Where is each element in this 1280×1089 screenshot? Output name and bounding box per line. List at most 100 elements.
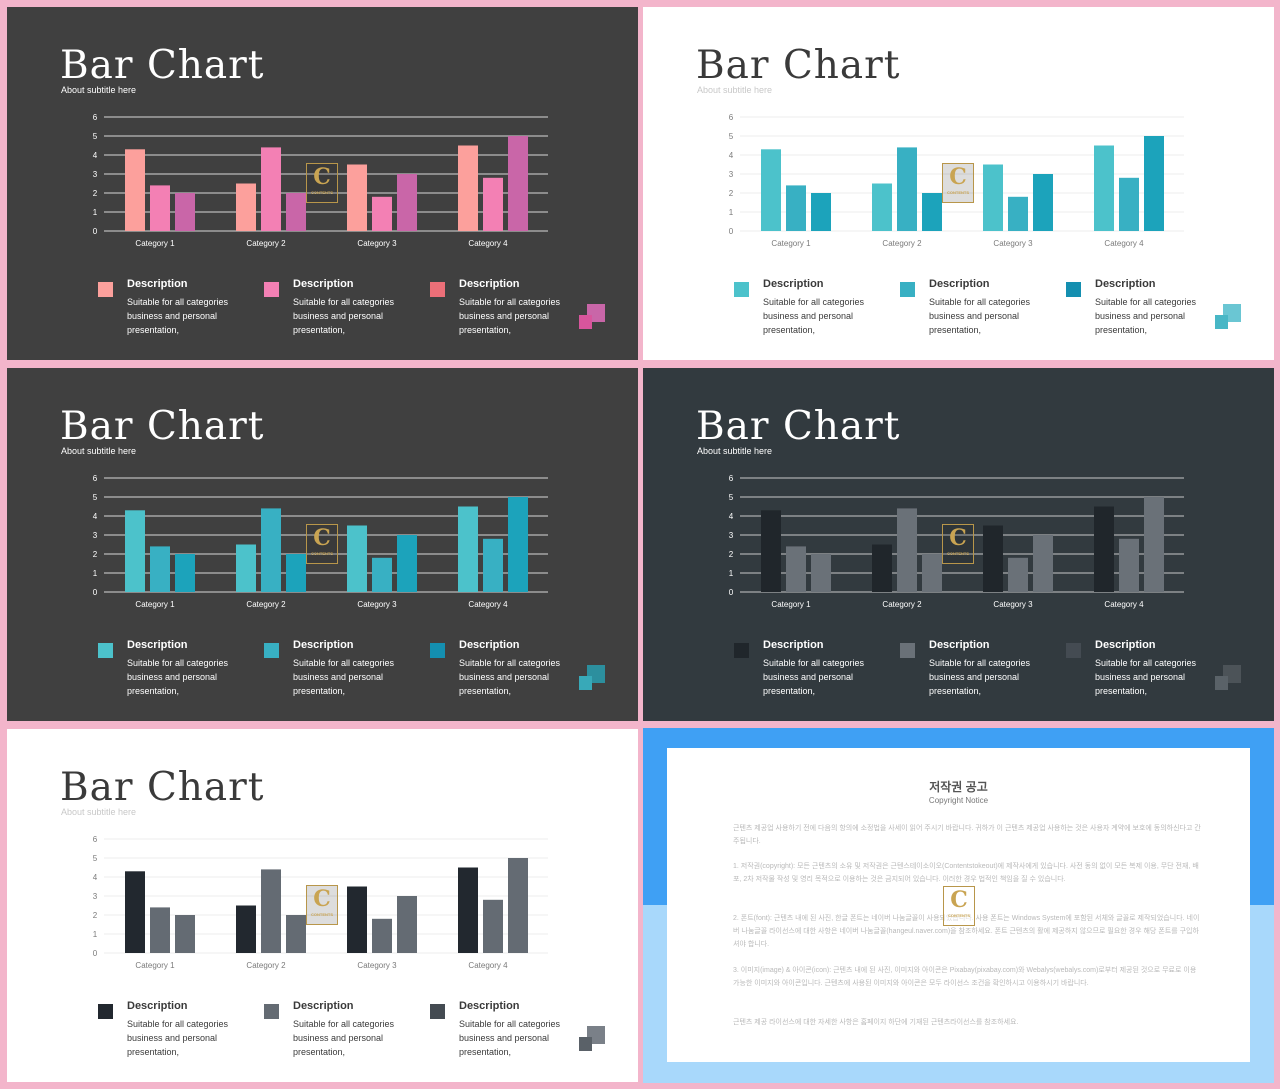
bar (347, 525, 367, 592)
legend-title: Description (127, 278, 188, 290)
bar (811, 193, 831, 231)
y-tick-label: 4 (729, 151, 734, 160)
logo-text: CONTENTS (311, 912, 333, 917)
bar (1008, 196, 1028, 231)
legend-text: Suitable for all categories business and… (929, 297, 1031, 335)
y-tick-label: 2 (93, 550, 98, 559)
notice-paragraph: 근텐츠 제공 라이선스에 대한 자세한 사항은 홈페이지 하단에 기재된 근텐츠… (733, 1019, 1019, 1026)
deco-square (579, 1037, 592, 1051)
x-tick-label: Category 3 (357, 961, 397, 970)
bar-chart: 0 1 2 3 4 5 6 Category 1 Category 2 Category 3 Cat… (729, 113, 1184, 248)
legend-title: Description (1095, 639, 1156, 651)
logo-letter: C (313, 525, 331, 551)
bar (347, 886, 367, 953)
legend-title: Description (459, 1000, 520, 1012)
watermark-logo: C CONTENTS (306, 524, 338, 564)
logo-text: CONTENTS (947, 551, 969, 556)
x-tick-label: Category 2 (246, 239, 286, 248)
y-tick-label: 1 (729, 569, 734, 578)
copyright-notice-slide: 저작권 공고 Copyright Notice 근텐츠 제공업 사용하기 전에 … (643, 728, 1274, 1083)
x-tick-label: Category 4 (468, 239, 508, 248)
bar (236, 183, 256, 231)
legend-text: Suitable for all categories business and… (293, 1019, 395, 1057)
x-tick-label: Category 2 (246, 600, 286, 609)
y-tick-label: 3 (93, 170, 98, 179)
y-tick-label: 2 (93, 189, 98, 198)
y-tick-label: 5 (93, 132, 98, 141)
bar (1008, 557, 1028, 592)
bar (372, 557, 392, 592)
legend: Description Suitable for all categories b… (98, 639, 578, 709)
slide-5: Bar Chart About subtitle here 0 1 2 3 4 5 6 Cat… (7, 729, 638, 1082)
y-tick-label: 1 (93, 569, 98, 578)
y-tick-label: 0 (93, 227, 98, 236)
slide-title: Bar Chart (696, 404, 901, 449)
bar (150, 546, 170, 592)
x-tick-label: Category 2 (882, 600, 922, 609)
bar (286, 915, 306, 953)
bar (922, 554, 942, 592)
logo-text: CONTENTS (311, 190, 333, 195)
bar-chart: 0 1 2 3 4 5 6 Category 1 Category 2 Category 3 Cat… (93, 474, 548, 609)
x-tick-label: Category 4 (468, 600, 508, 609)
slide-subtitle: About subtitle here (61, 807, 137, 817)
legend-swatch (900, 282, 915, 297)
y-tick-label: 3 (729, 170, 734, 179)
bar (125, 510, 145, 592)
y-tick-label: 2 (93, 911, 98, 920)
bar (125, 149, 145, 231)
x-tick-label: Category 4 (1104, 239, 1144, 248)
legend-title: Description (929, 639, 990, 651)
y-tick-label: 5 (93, 493, 98, 502)
bar (872, 183, 892, 231)
bar (786, 546, 806, 592)
x-tick-label: Category 1 (771, 239, 811, 248)
bar (458, 145, 478, 231)
y-tick-label: 0 (93, 588, 98, 597)
notice-paragraph: 3. 이미지(image) & 아이콘(icon): 근텐츠 내에 된 사진, … (733, 967, 1197, 987)
bar (922, 193, 942, 231)
y-tick-label: 4 (93, 512, 98, 521)
y-tick-label: 3 (729, 531, 734, 540)
bar-chart: 0 1 2 3 4 5 6 Category 1 Category 2 Category 3 Cat… (93, 113, 548, 248)
corner-squares-decoration (1215, 665, 1241, 690)
legend-text: Suitable for all categories business and… (127, 1019, 229, 1057)
legend-text: Suitable for all categories business and… (127, 658, 229, 696)
bar (508, 497, 528, 592)
notice-title: 저작권 공고 (929, 780, 988, 794)
legend-text: Suitable for all categories business and… (459, 297, 561, 335)
deco-square (579, 315, 592, 329)
bar (261, 869, 281, 953)
x-tick-label: Category 1 (135, 961, 175, 970)
x-tick-label: Category 4 (1104, 600, 1144, 609)
x-tick-label: Category 1 (771, 600, 811, 609)
logo-text: CONTENTS (311, 551, 333, 556)
legend-swatch (430, 282, 445, 297)
legend-title: Description (1095, 278, 1156, 290)
legend-title: Description (127, 639, 188, 651)
bar (1033, 174, 1053, 231)
legend-text: Suitable for all categories business and… (127, 297, 229, 335)
bar (872, 544, 892, 592)
corner-squares-decoration (579, 304, 605, 329)
y-tick-label: 1 (93, 930, 98, 939)
legend-title: Description (293, 278, 354, 290)
bar (1119, 538, 1139, 592)
y-tick-label: 0 (729, 588, 734, 597)
y-tick-label: 1 (729, 208, 734, 217)
legend-text: Suitable for all categories business and… (1095, 658, 1197, 696)
bar (458, 867, 478, 953)
bar (983, 164, 1003, 231)
notice-paragraph: 1. 저작권(copyright): 모든 근텐츠의 소유 및 저작권은 근텐스… (733, 863, 1199, 883)
y-tick-label: 5 (729, 493, 734, 502)
legend-swatch (264, 1004, 279, 1019)
bar (483, 899, 503, 953)
deco-square (1215, 676, 1228, 690)
legend-swatch (900, 643, 915, 658)
y-tick-label: 3 (93, 531, 98, 540)
legend-swatch (430, 1004, 445, 1019)
legend-text: Suitable for all categories business and… (1095, 297, 1197, 335)
logo-letter: C (949, 164, 967, 190)
slide-subtitle: About subtitle here (61, 446, 137, 456)
y-tick-label: 0 (729, 227, 734, 236)
